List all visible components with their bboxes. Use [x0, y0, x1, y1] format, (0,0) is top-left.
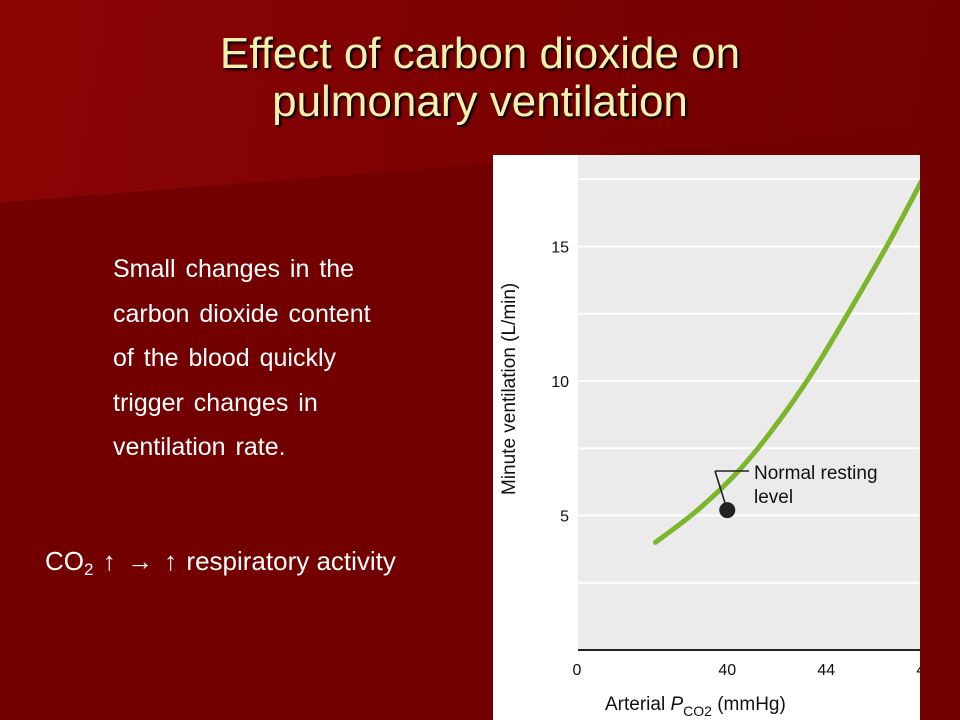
y-tick-label: 15 [551, 240, 569, 257]
formula-text: respiratory activity [186, 546, 396, 576]
up-arrow-icon: ↑ [164, 546, 178, 576]
plot-area [578, 155, 920, 650]
x-axis-label-prefix: Arterial [605, 694, 670, 715]
body-line-5: ventilation rate. [113, 433, 286, 461]
x-tick-label: 44 [817, 662, 835, 679]
y-tick-labels: 5 10 15 [551, 240, 569, 526]
body-line-1: Small changes in the [113, 255, 355, 283]
grid-lines [578, 178, 920, 584]
up-arrow-icon: ↑ [102, 546, 116, 576]
formula-subscript: 2 [84, 560, 94, 579]
y-tick-label: 10 [551, 374, 569, 391]
x-tick-label: 48 [916, 662, 920, 679]
x-axis-label: Arterial PCO2 (mmHg) [605, 694, 786, 719]
x-tick-labels: 0 40 44 48 [573, 662, 920, 679]
annotation-line-2: level [754, 487, 793, 508]
normal-resting-point [719, 502, 736, 519]
slide-title: Effect of carbon dioxide on pulmonary ve… [60, 30, 900, 126]
annotation-line-1: Normal resting [754, 463, 878, 484]
formula-chem: CO [45, 546, 84, 576]
slide-title-line-2: pulmonary ventilation [272, 77, 688, 126]
x-axis-label-sub: CO2 [683, 703, 712, 719]
x-tick-label: 0 [573, 662, 582, 679]
x-tick-label: 40 [718, 662, 736, 679]
slide-title-line-1: Effect of carbon dioxide on [219, 29, 741, 78]
ventilation-curve [652, 178, 920, 545]
body-line-3: of the blood quickly [113, 344, 337, 372]
co2-formula: CO2 ↑ → ↑ respiratory activity [45, 541, 396, 590]
body-line-4: trigger changes in [113, 388, 318, 417]
ventilation-chart: 5 10 15 0 40 44 48 Normal resting level Minut… [493, 155, 920, 720]
x-axis-label-suffix: (mmHg) [712, 694, 786, 715]
body-line-2: carbon dioxide content [113, 299, 371, 328]
y-tick-label: 5 [560, 509, 569, 526]
x-axis-label-var: P [670, 694, 683, 715]
right-arrow-icon: → [126, 546, 153, 576]
chart-svg: 5 10 15 0 40 44 48 Normal resting level Minut… [499, 155, 920, 719]
body-paragraph: Small changes in the carbon dioxide cont… [113, 247, 493, 470]
y-axis-label: Minute ventilation (L/min) [499, 283, 520, 495]
